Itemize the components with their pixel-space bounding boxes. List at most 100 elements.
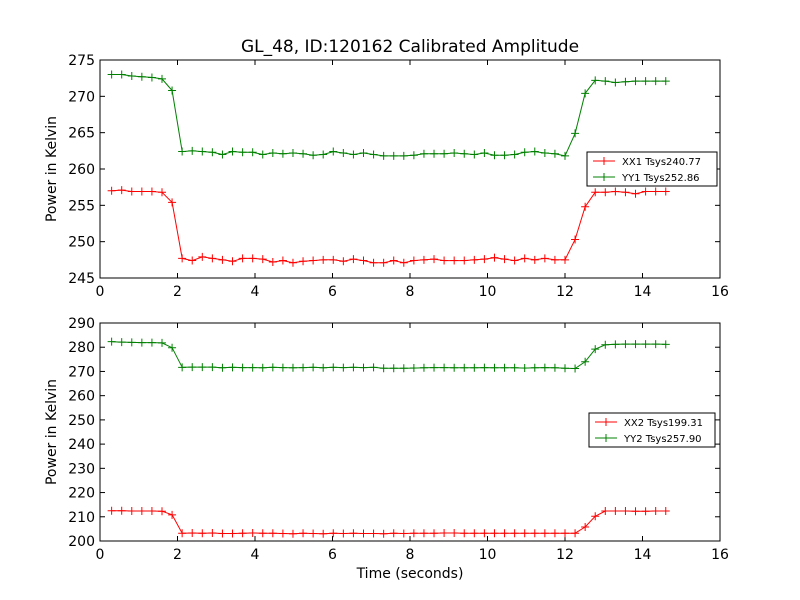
data-point-marker [278,149,287,158]
legend-entry-label: YY2 Tsys257.90 [623,434,702,445]
data-point-marker [520,148,529,157]
data-point-marker [228,147,237,156]
data-point-marker [651,340,660,349]
data-point-marker [349,363,358,372]
data-point-marker [621,77,630,86]
plot-panels: 0 2 4 6 8 10 12 14 16245250255260265270275Power … [44,53,729,582]
data-point-marker [117,186,126,195]
data-point-marker [430,255,439,264]
data-point-marker [480,529,489,538]
data-point-marker [520,364,529,373]
data-point-marker [268,149,277,158]
data-point-marker [601,188,610,197]
data-point-marker [198,529,207,538]
y-axis-label: Power in Kelvin [44,379,60,485]
data-point-marker [117,70,126,79]
y-tick-label: 270 [68,89,95,105]
data-point-marker [571,364,580,373]
data-point-marker [520,529,529,538]
data-point-marker [450,256,459,265]
data-point-marker [460,363,469,372]
data-point-marker [641,507,650,516]
data-point-marker [490,363,499,372]
data-point-marker [430,529,439,538]
data-point-marker [339,529,348,538]
chart-title: GL_48, ID:120162 Calibrated Amplitude [241,37,579,57]
data-point-marker [349,255,358,264]
data-point-marker [107,337,116,346]
data-point-marker [601,77,610,86]
y-tick-label: 220 [68,486,95,502]
data-point-marker [470,363,479,372]
x-tick-label: 0 [96,284,105,300]
data-point-marker [661,77,670,86]
data-point-marker [581,202,590,211]
data-point-marker [561,255,569,264]
data-point-marker [339,257,348,266]
y-axis-label: Power in Kelvin [44,116,60,222]
data-point-marker [319,150,328,159]
data-point-marker [641,340,650,349]
data-point-marker [218,363,227,372]
data-point-marker [369,529,378,538]
data-point-marker [550,529,559,538]
y-tick-label: 265 [68,126,95,142]
data-point-marker [127,71,136,80]
data-point-marker [137,506,146,515]
data-point-marker [581,89,590,98]
legend-swatch-marker [600,157,608,165]
data-point-marker [581,522,590,531]
data-point-marker [137,72,146,81]
data-point-marker [349,150,358,159]
data-point-marker [178,254,187,263]
data-point-marker [470,255,479,264]
data-point-marker [440,149,449,158]
data-point-marker [490,529,499,538]
data-point-marker [188,146,197,155]
data-point-marker [631,340,640,349]
axes-frame [99,322,721,542]
data-point-marker [137,338,146,347]
data-point-marker [500,255,509,264]
data-point-marker [460,256,469,265]
data-point-marker [379,151,388,160]
x-tick-label: 14 [634,284,652,300]
data-point-marker [520,254,529,263]
x-tick-label: 2 [173,547,182,563]
data-point-marker [288,258,297,267]
data-point-marker [188,256,197,265]
x-tick-label: 10 [479,284,497,300]
data-point-marker [540,149,549,158]
x-tick-label: 4 [251,284,260,300]
data-point-marker [621,506,630,515]
data-point-marker [419,255,428,264]
data-point-marker [450,529,459,538]
plot-panel-1: 0 2 4 6 8 10 12 14 16 245 250 255 260 265 270 275 Power … [44,53,729,300]
y-tick-label: 210 [68,510,95,526]
data-point-marker [329,255,338,264]
y-tick-label: 275 [68,53,95,69]
x-tick-label: 14 [634,547,652,563]
series-1 [107,186,670,267]
data-point-marker [601,340,610,349]
data-point-marker [641,77,650,86]
data-point-marker [238,254,247,263]
data-point-marker [409,151,418,160]
data-point-marker [440,529,449,538]
y-tick-label: 270 [68,364,95,380]
y-tick-label: 200 [68,534,95,550]
legend-swatch-marker [602,418,610,426]
data-point-marker [178,529,187,538]
data-point-marker [389,256,398,265]
data-point-marker [581,357,590,366]
data-point-marker [530,363,539,372]
data-point-marker [440,363,449,372]
data-point-marker [419,529,428,538]
x-tick-label: 10 [479,547,497,563]
data-point-marker [248,529,257,538]
data-point-marker [460,149,469,158]
data-point-marker [188,363,197,372]
data-point-marker [530,147,539,156]
data-point-marker [168,343,177,352]
